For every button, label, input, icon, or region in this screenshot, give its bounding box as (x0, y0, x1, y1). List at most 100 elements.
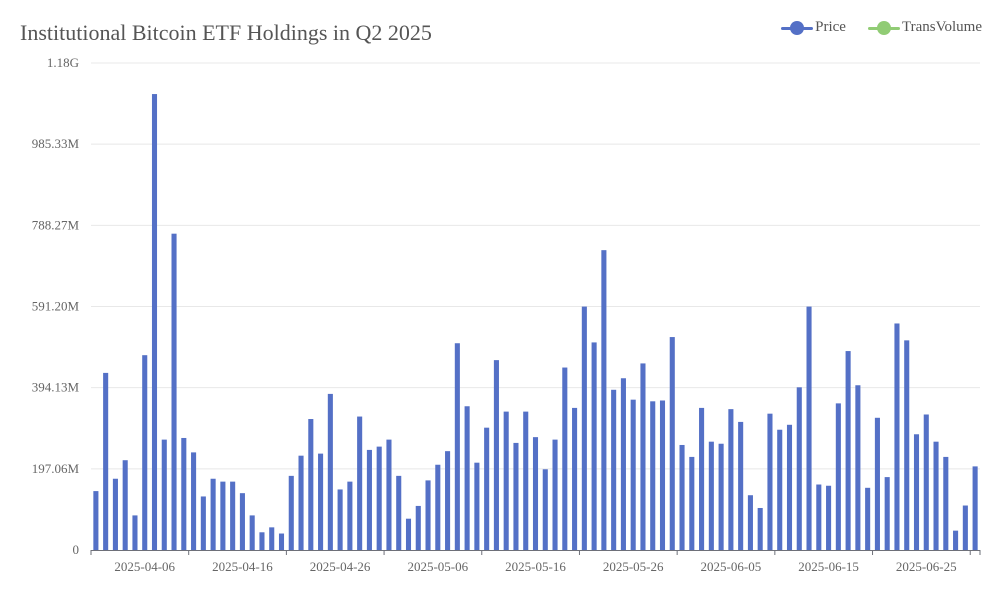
bar (142, 355, 148, 550)
bar (327, 393, 333, 550)
legend-item-price[interactable]: Price (781, 19, 846, 36)
bar (347, 481, 353, 550)
bar (640, 363, 646, 550)
bar (484, 427, 490, 550)
bar (689, 456, 695, 550)
legend: Price TransVolume (781, 19, 982, 36)
bar (161, 439, 167, 550)
y-tick-label: 394.13M (32, 380, 80, 395)
bar (777, 429, 783, 550)
bar (591, 342, 597, 550)
bar (796, 387, 802, 550)
x-tick-label: 2025-06-05 (701, 559, 762, 574)
bar (601, 250, 607, 550)
bar (552, 439, 558, 550)
bar (913, 434, 920, 550)
bar (366, 449, 372, 550)
bar (894, 323, 900, 550)
y-tick-label: 0 (73, 542, 80, 557)
bar (318, 453, 324, 550)
legend-label-price: Price (815, 19, 846, 35)
bar (806, 306, 812, 550)
bar (757, 507, 763, 550)
bar (786, 424, 793, 550)
bar (669, 337, 675, 550)
bar (337, 489, 343, 550)
bar (699, 407, 705, 550)
bar (513, 442, 519, 550)
x-tick-label: 2025-05-16 (505, 559, 566, 574)
bar (581, 306, 587, 550)
bar (386, 439, 392, 550)
bar (884, 477, 890, 550)
bar (826, 485, 832, 550)
bar (210, 478, 216, 550)
y-tick-label: 197.06M (32, 461, 80, 476)
bar (933, 441, 939, 550)
y-tick-label: 591.20M (32, 299, 80, 314)
x-tick-label: 2025-06-15 (798, 559, 859, 574)
bar (874, 417, 880, 550)
x-tick-label: 2025-05-26 (603, 559, 664, 574)
x-tick-label: 2025-04-26 (310, 559, 371, 574)
bar (767, 413, 773, 550)
x-tick-label: 2025-06-25 (896, 559, 957, 574)
legend-item-transvolume[interactable]: TransVolume (867, 19, 982, 36)
bar (728, 409, 734, 550)
bar (650, 401, 656, 550)
bar (718, 443, 724, 550)
bar (357, 416, 363, 550)
bar (435, 464, 441, 550)
bar (93, 491, 99, 550)
bar (376, 446, 382, 550)
bar (855, 385, 861, 550)
bar (835, 403, 841, 550)
bar (972, 466, 978, 550)
bar (230, 481, 236, 550)
bar (200, 496, 206, 550)
bar (904, 340, 910, 550)
bar (962, 505, 968, 550)
bar (943, 456, 949, 550)
bar (464, 406, 470, 550)
bar (816, 484, 822, 550)
bar (611, 389, 617, 550)
bar (103, 372, 109, 550)
bar (542, 469, 548, 550)
bar (288, 475, 294, 550)
y-tick-label: 788.27M (32, 217, 80, 232)
bar (259, 532, 265, 550)
bar (151, 94, 158, 551)
bar (572, 407, 578, 550)
bar (405, 518, 412, 550)
legend-dot-transvolume (876, 20, 891, 35)
bar (454, 343, 460, 550)
bar (845, 351, 851, 550)
y-tick-label: 1.18G (47, 55, 79, 70)
bar (923, 414, 929, 550)
bar (298, 455, 304, 550)
chart-title: Institutional Bitcoin ETF Holdings in Q2… (20, 20, 432, 45)
bar (620, 378, 626, 550)
bar (708, 441, 714, 550)
bar (122, 460, 128, 550)
x-tick-label: 2025-05-06 (407, 559, 468, 574)
bar (738, 421, 744, 550)
bar (308, 419, 314, 550)
x-tick-label: 2025-04-16 (212, 559, 273, 574)
legend-dot-price (790, 20, 805, 35)
bar (191, 452, 197, 550)
bar (278, 533, 285, 550)
bar (474, 462, 480, 550)
bar (171, 233, 177, 550)
bar (112, 478, 118, 550)
bar (181, 437, 187, 550)
bar (532, 437, 539, 550)
bar (493, 360, 499, 550)
bar (953, 530, 959, 550)
bar (220, 481, 226, 550)
legend-swatch-price-icon (781, 20, 814, 35)
bar (249, 515, 255, 550)
bar (503, 411, 509, 550)
